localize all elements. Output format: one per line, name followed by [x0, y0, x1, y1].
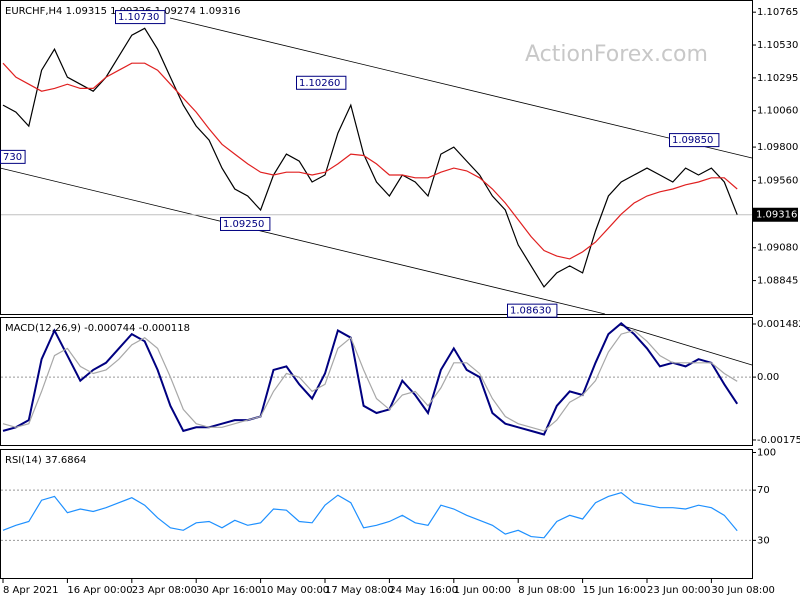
y-tick-label: 1.10530 [757, 40, 798, 51]
x-tick-label: 8 Jun 08:00 [518, 585, 575, 596]
annotation-label: 1.10730 [118, 12, 159, 23]
macd-trendline [619, 324, 753, 366]
channel-line [0, 167, 606, 315]
annotation-label: 730 [3, 152, 22, 163]
annotation-box [296, 75, 347, 90]
annotation-box [220, 216, 271, 231]
series-line [2, 492, 738, 539]
y-tick-label: 1.10295 [757, 73, 798, 84]
y-tick-label: 1.10060 [757, 106, 798, 117]
x-tick-label: 8 Apr 2021 [3, 585, 58, 596]
rsi-panel [0, 449, 753, 579]
x-tick-label: 24 May 16:00 [389, 585, 458, 596]
series-line [2, 321, 739, 436]
annotation-box [115, 10, 166, 25]
panel-title: MACD(12,26,9) -0.000744 -0.000118 [5, 323, 190, 334]
y-tick-label: 1.10765 [757, 7, 798, 18]
channel-line [169, 17, 753, 159]
x-tick-label: 1 Jun 00:00 [454, 585, 511, 596]
y-tick-label: 30 [757, 535, 770, 546]
panel-title: RSI(14) 37.6864 [5, 455, 86, 466]
x-tick-label: 23 Jun 00:00 [647, 585, 711, 596]
annotation-box [507, 303, 558, 318]
y-tick-label: 70 [757, 485, 770, 496]
annotation-label: 1.08630 [510, 306, 551, 317]
watermark: ActionForex.com [525, 42, 708, 67]
annotation-label: 1.09850 [672, 135, 713, 146]
last-price-label: 1.09316 [756, 210, 797, 221]
x-tick-label: 10 May 00:00 [261, 585, 330, 596]
y-tick-label: 0.00 [757, 372, 779, 383]
series-line [2, 27, 738, 288]
x-tick-label: 30 Jun 08:00 [711, 585, 775, 596]
x-tick-label: 30 Apr 16:00 [196, 585, 261, 596]
y-tick-label: 1.09080 [757, 243, 798, 254]
series-line [2, 62, 738, 260]
annotation-label: 1.09250 [223, 219, 264, 230]
y-tick-label: 0.001482 [757, 319, 800, 330]
y-tick-label: 1.08845 [757, 276, 798, 287]
series-line [2, 329, 738, 432]
y-tick-label: -0.001754 [757, 435, 800, 446]
y-tick-label: 1.09560 [757, 176, 798, 187]
annotation-box [669, 133, 720, 148]
annotation-label: 1.10260 [299, 78, 340, 89]
x-tick-label: 23 Apr 08:00 [132, 585, 197, 596]
x-tick-label: 15 Jun 16:00 [583, 585, 647, 596]
y-tick-label: 1.09800 [757, 142, 798, 153]
macd-panel [0, 317, 753, 446]
x-tick-label: 17 May 08:00 [325, 585, 394, 596]
x-tick-label: 16 Apr 00:00 [67, 585, 132, 596]
y-tick-label: 100 [757, 448, 776, 459]
annotation-box [0, 149, 26, 164]
last-price-box [752, 207, 798, 222]
